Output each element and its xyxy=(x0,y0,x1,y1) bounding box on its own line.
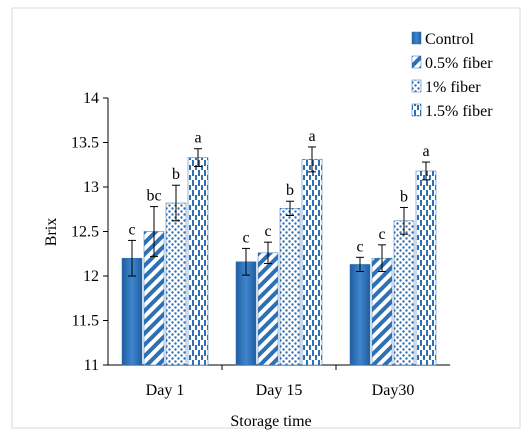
y-tick-label: 12 xyxy=(83,268,99,285)
y-tick-label: 11.5 xyxy=(72,313,99,330)
bar xyxy=(371,257,393,366)
legend-swatch xyxy=(411,31,422,45)
significance-label: b xyxy=(400,188,408,205)
legend: Control 0.5% fiber 1% fiber 1.5% fiber xyxy=(411,31,493,120)
significance-label: bc xyxy=(146,188,161,205)
y-tick-label: 11 xyxy=(84,357,99,374)
bar xyxy=(301,159,323,366)
legend-label: 1% fiber xyxy=(425,79,481,96)
legend-label: 1.5% fiber xyxy=(425,103,493,120)
significance-label: b xyxy=(286,182,294,199)
x-tick-label: Day 1 xyxy=(146,382,185,399)
legend-label: 0.5% fiber xyxy=(425,55,493,72)
y-tick-label: 12.5 xyxy=(71,224,99,241)
significance-label: b xyxy=(172,166,180,183)
bar xyxy=(279,208,301,366)
x-axis-title: Storage time xyxy=(230,413,311,430)
significance-label: c xyxy=(378,226,385,243)
significance-label: c xyxy=(264,223,271,240)
legend-swatch xyxy=(411,79,422,93)
significance-label: c xyxy=(242,229,249,246)
bar xyxy=(349,264,371,366)
significance-label: a xyxy=(308,128,315,145)
legend-swatch xyxy=(411,55,422,69)
x-tick-label: Day 15 xyxy=(256,382,303,399)
bar xyxy=(393,220,415,366)
y-axis-title: Brix xyxy=(43,218,60,246)
legend-label: Control xyxy=(425,31,474,48)
significance-label: c xyxy=(356,238,363,255)
bar xyxy=(187,157,209,366)
bar xyxy=(235,261,257,366)
y-tick-label: 13.5 xyxy=(71,135,99,152)
chart-border xyxy=(11,7,521,429)
bar xyxy=(257,252,279,366)
significance-label: c xyxy=(128,221,135,238)
legend-swatch xyxy=(411,103,422,117)
bar xyxy=(165,202,187,366)
x-tick-label: Day30 xyxy=(372,382,415,399)
significance-label: a xyxy=(194,130,201,147)
bar xyxy=(415,170,437,366)
y-tick-label: 14 xyxy=(83,90,99,107)
y-tick-label: 13 xyxy=(83,179,99,196)
significance-label: a xyxy=(422,143,429,160)
